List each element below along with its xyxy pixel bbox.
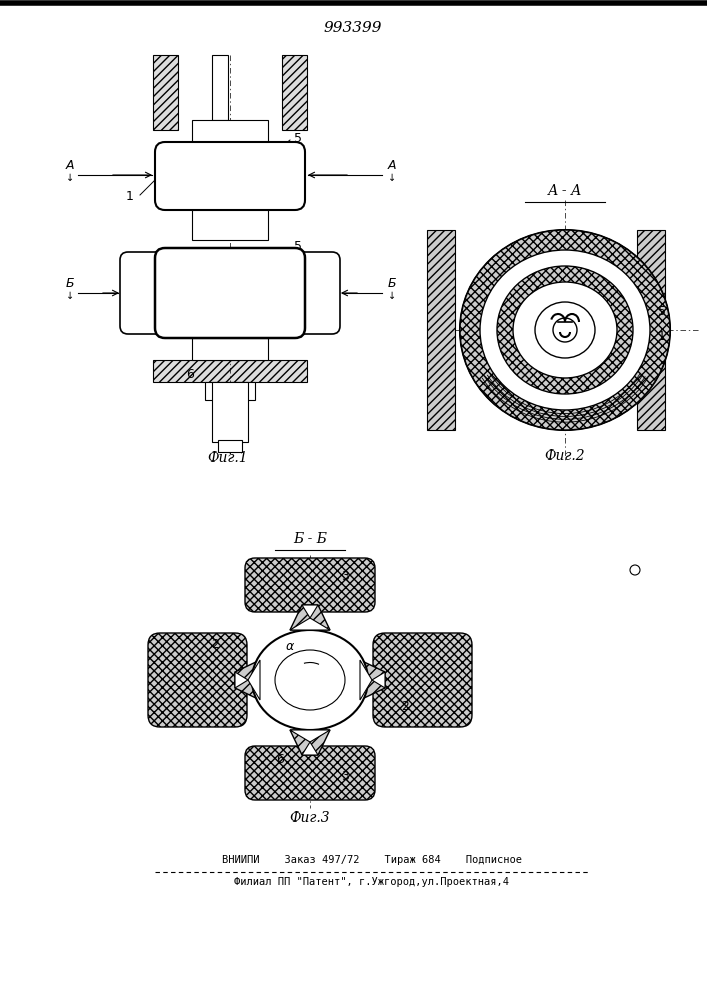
Ellipse shape: [497, 266, 633, 394]
Text: 6: 6: [276, 753, 284, 766]
Polygon shape: [302, 742, 318, 755]
Bar: [192, 338, 268, 360]
Bar: [212, 382, 248, 442]
Bar: [218, 440, 242, 452]
Bar: [192, 210, 268, 240]
FancyBboxPatch shape: [155, 142, 305, 210]
Text: Филиал ПП "Патент", г.Ужгород,ул.Проектная,4: Филиал ПП "Патент", г.Ужгород,ул.Проектн…: [235, 877, 510, 887]
Text: Б - Б: Б - Б: [293, 532, 327, 546]
Text: ↓: ↓: [388, 291, 396, 301]
Text: А - А: А - А: [548, 184, 583, 198]
Text: Б: Б: [387, 277, 397, 290]
FancyBboxPatch shape: [245, 558, 375, 612]
Polygon shape: [235, 672, 248, 688]
Text: 993399: 993399: [324, 21, 382, 35]
Text: 1: 1: [658, 330, 666, 343]
Circle shape: [553, 318, 577, 342]
Text: 2: 2: [211, 638, 219, 651]
Text: Фиг.1: Фиг.1: [208, 451, 248, 465]
Text: ↓: ↓: [66, 173, 74, 183]
Bar: [153, 360, 307, 382]
FancyBboxPatch shape: [250, 565, 370, 605]
FancyBboxPatch shape: [120, 252, 172, 334]
Text: 6: 6: [186, 367, 194, 380]
FancyBboxPatch shape: [155, 248, 305, 338]
Text: α: α: [286, 640, 294, 653]
FancyBboxPatch shape: [245, 746, 375, 800]
Text: ВНИИПИ    Заказ 497/72    Тираж 684    Подписное: ВНИИПИ Заказ 497/72 Тираж 684 Подписное: [222, 855, 522, 865]
FancyBboxPatch shape: [373, 633, 472, 727]
Text: А: А: [66, 159, 74, 172]
Bar: [212, 55, 228, 120]
Text: Фиг.2: Фиг.2: [544, 449, 585, 463]
Bar: [282, 55, 307, 130]
Text: 5: 5: [294, 131, 302, 144]
Text: Б: Б: [66, 277, 74, 290]
FancyBboxPatch shape: [288, 252, 340, 334]
Text: Фиг.3: Фиг.3: [290, 811, 330, 825]
Polygon shape: [290, 605, 330, 630]
Ellipse shape: [460, 230, 670, 430]
Ellipse shape: [252, 630, 368, 730]
Polygon shape: [302, 605, 318, 618]
Text: 4: 4: [224, 444, 232, 456]
Text: 2: 2: [401, 700, 409, 713]
Text: 1: 1: [126, 190, 134, 202]
Text: А: А: [387, 159, 396, 172]
Text: 5: 5: [294, 239, 302, 252]
Bar: [192, 120, 268, 142]
Bar: [153, 55, 178, 130]
Ellipse shape: [460, 230, 670, 430]
Polygon shape: [360, 660, 372, 700]
Polygon shape: [290, 730, 330, 742]
Bar: [637, 230, 665, 430]
Text: 3: 3: [341, 570, 349, 583]
Ellipse shape: [513, 282, 617, 378]
Bar: [427, 230, 455, 430]
Text: ↓: ↓: [388, 173, 396, 183]
Polygon shape: [235, 660, 260, 700]
Polygon shape: [360, 660, 385, 700]
Polygon shape: [290, 730, 330, 755]
Polygon shape: [372, 672, 385, 688]
Circle shape: [630, 565, 640, 575]
Polygon shape: [248, 660, 260, 700]
Ellipse shape: [275, 650, 345, 710]
Text: ↓: ↓: [66, 291, 74, 301]
Text: 3: 3: [341, 770, 349, 783]
Bar: [205, 382, 255, 400]
FancyBboxPatch shape: [148, 633, 247, 727]
Ellipse shape: [535, 302, 595, 358]
Ellipse shape: [480, 250, 650, 410]
Text: 5: 5: [658, 305, 666, 318]
Polygon shape: [290, 618, 330, 630]
